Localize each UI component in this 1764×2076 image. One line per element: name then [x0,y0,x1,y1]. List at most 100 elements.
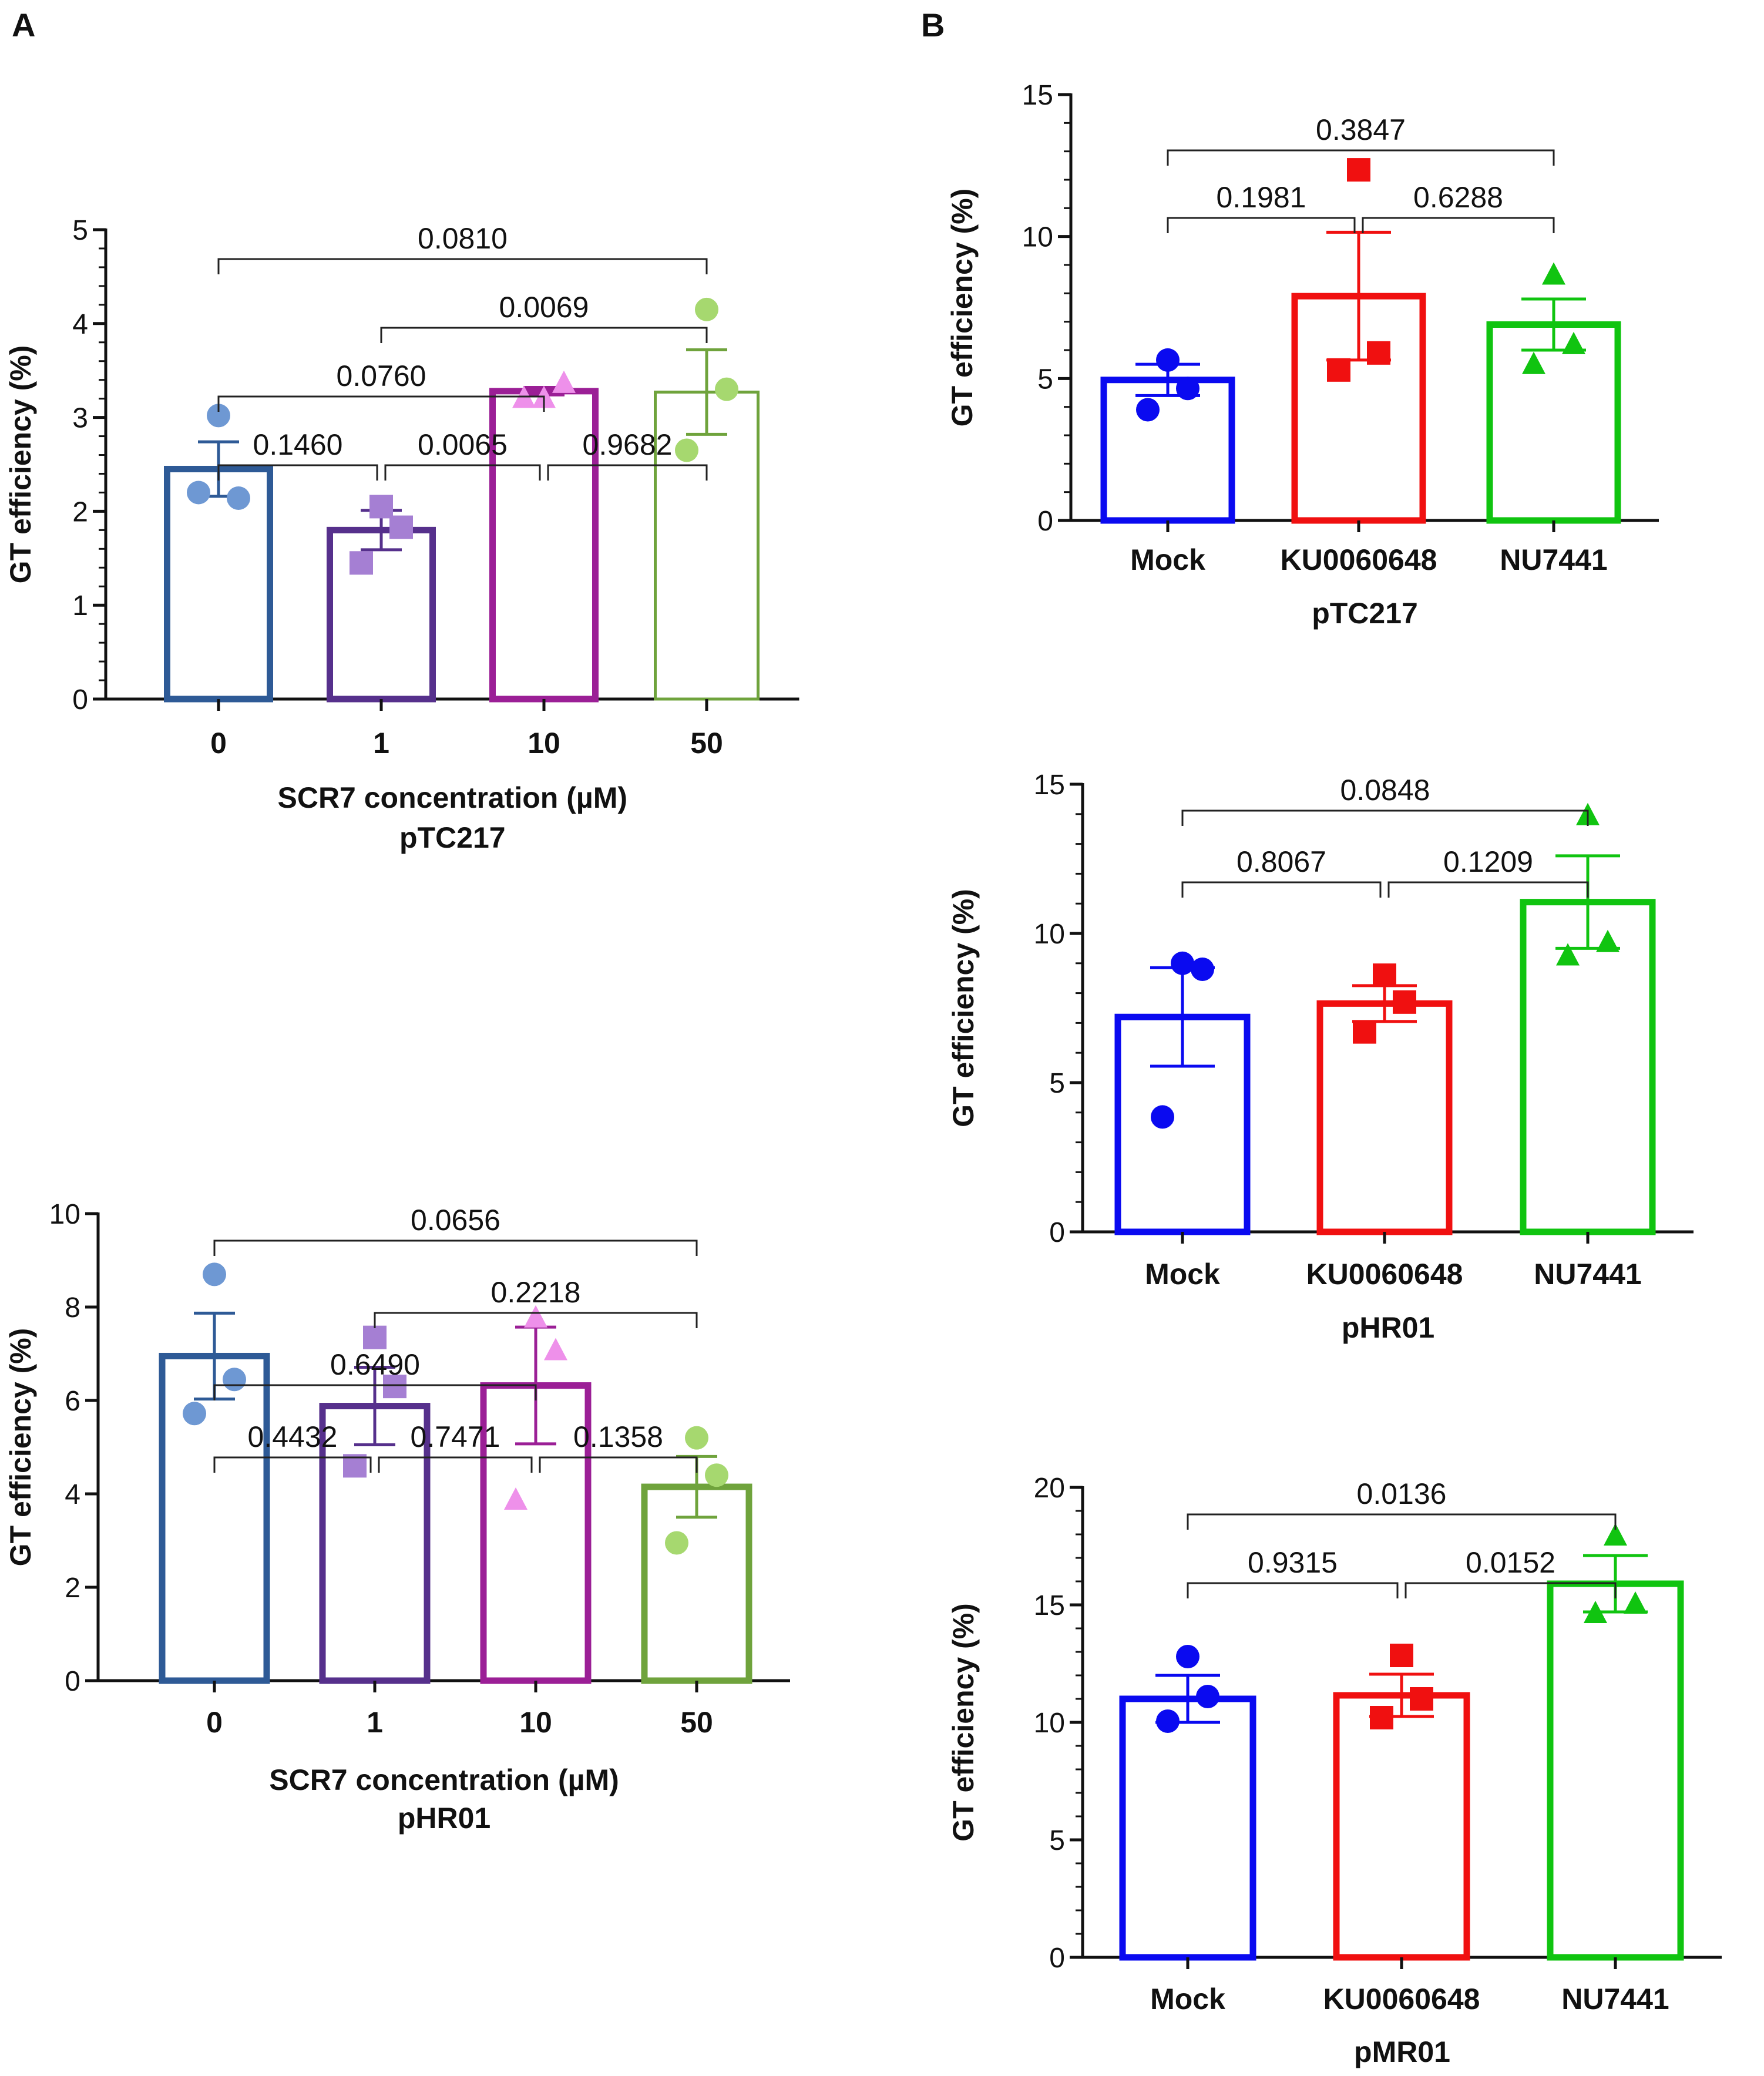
y-tick-label: 8 [65,1292,80,1323]
chart-subtitle: pTC217 [1312,597,1418,630]
comparison-bracket [1167,217,1356,233]
y-tick-label: 1 [72,590,88,622]
p-value-label: 0.1460 [253,428,343,461]
data-point-KU0060648 [1367,341,1390,365]
panel-label-a: A [12,6,35,43]
y-tick-label: 5 [1037,364,1053,395]
y-tick-label: 5 [1049,1068,1065,1099]
x-tick-label: 50 [680,1706,713,1739]
data-point-NU7441 [1556,943,1580,966]
data-point-0 [203,1262,226,1286]
chart-subtitle: pMR01 [1354,2035,1450,2068]
p-value-label: 0.6490 [330,1348,420,1381]
y-tick-label: 0 [1037,506,1053,537]
data-point-KU0060648 [1410,1687,1433,1711]
p-value-label: 0.1209 [1443,845,1533,878]
comparison-bracket [374,1312,698,1328]
data-point-0 [223,1368,246,1392]
comparison-bracket [1362,217,1555,233]
data-point-10 [524,1305,547,1328]
data-point-Mock [1136,398,1160,422]
data-point-1 [350,551,373,575]
p-value-label: 0.9315 [1248,1546,1338,1579]
p-value-label: 0.7471 [411,1420,500,1453]
y-tick-label: 6 [65,1386,80,1417]
x-tick-label: 0 [210,727,227,760]
data-point-KU0060648 [1373,963,1396,987]
bar-NU7441 [1486,321,1621,524]
comparison-bracket [547,464,708,481]
data-point-NU7441 [1624,1591,1647,1614]
data-point-Mock [1151,1105,1174,1129]
y-axis-title: GT efficiency (%) [947,889,980,1127]
p-value-label: 0.4432 [248,1420,338,1453]
data-point-NU7441 [1562,331,1585,354]
x-tick-label: NU7441 [1561,1983,1669,2015]
comparison-bracket [1181,881,1382,898]
x-tick-label: 50 [690,727,723,760]
p-value-label: 0.0656 [411,1204,500,1237]
p-value-label: 0.0760 [337,360,426,392]
data-point-KU0060648 [1353,1020,1376,1044]
comparison-bracket [1181,809,1589,826]
y-tick-label: 5 [1049,1825,1065,1856]
y-tick-label: 0 [1049,1217,1065,1248]
comparison-bracket [1187,1513,1617,1530]
data-point-1 [383,1375,406,1399]
data-point-Mock [1176,1645,1199,1668]
panel-label-b: B [921,6,945,43]
data-point-50 [715,377,738,401]
chart-b-ptc217: 0 5 10 15 GT efficiency (%) Mock KU0060648 NU74… [946,80,1659,630]
data-point-KU0060648 [1393,990,1416,1014]
x-tick-label: Mock [1130,543,1205,576]
x-tick-label: Mock [1145,1258,1220,1291]
comparison-bracket [1187,1582,1399,1598]
chart-b-phr01: 0 5 10 15 GT efficiency (%) Mock KU0060648 NU74… [947,770,1694,1344]
x-axis-title: SCR7 concentration (µM) [277,781,627,814]
x-tick-label: 10 [519,1706,552,1739]
bar-1 [327,526,436,703]
data-point-Mock [1156,348,1180,372]
data-point-50 [685,1426,708,1450]
comparison-bracket [378,1456,533,1473]
x-tick-label: NU7441 [1534,1258,1641,1291]
chart-b-pmr01: 0 5 10 15 20 GT efficiency (%) Mock KU0060648 NU… [947,1473,1722,2068]
data-point-NU7441 [1596,929,1619,952]
data-point-Mock [1196,1685,1219,1708]
p-value-label: 0.8067 [1237,845,1326,878]
bar-NU7441 [1520,899,1656,1235]
y-tick-label: 10 [1022,222,1053,253]
y-tick-label: 5 [72,215,88,246]
y-axis-title: GT efficiency (%) [947,1603,980,1842]
x-tick-label: KU0060648 [1323,1983,1480,2015]
p-value-label: 0.3847 [1316,113,1406,146]
data-point-1 [369,495,393,519]
comparison-bracket [1387,881,1589,898]
p-value-label: 0.0848 [1340,774,1430,807]
y-tick-label: 2 [72,496,88,528]
bar-Mock [1119,1695,1256,1961]
bar-KU0060648 [1316,1000,1453,1235]
y-tick-label: 4 [72,309,88,340]
data-point-NU7441 [1522,351,1545,374]
data-point-Mock [1171,951,1194,975]
x-tick-label: 10 [527,727,560,760]
data-point-KU0060648 [1327,358,1350,382]
comparison-bracket [217,258,708,274]
x-axis-title: SCR7 concentration (µM) [269,1763,619,1796]
comparison-bracket [380,327,708,343]
p-value-label: 0.0810 [418,222,508,255]
x-tick-label: NU7441 [1500,543,1607,576]
chart-subtitle: pHR01 [1342,1311,1434,1344]
y-tick-label: 2 [65,1573,80,1604]
y-axis-title: GT efficiency (%) [946,189,979,427]
p-value-label: 0.0069 [499,291,589,324]
data-point-10 [544,1338,567,1361]
y-tick-label: 15 [1022,80,1053,111]
comparison-bracket [213,1456,372,1473]
data-point-KU0060648 [1390,1644,1413,1667]
comparison-bracket [213,1239,698,1256]
chart-a-phr01: 0 2 4 6 8 10 GT efficiency (%) 0 1 10 50 0.4432 0.74… [4,1199,790,1835]
y-tick-label: 15 [1034,1590,1065,1621]
